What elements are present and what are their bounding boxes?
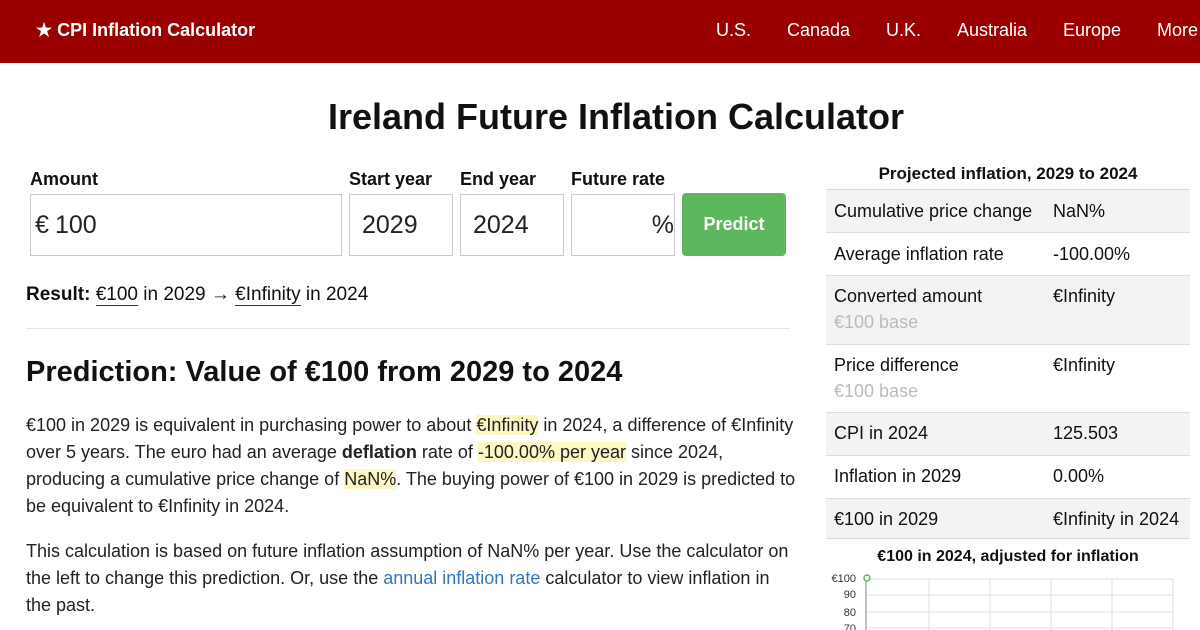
nav-link-europe[interactable]: Europe — [1063, 20, 1122, 40]
result-line: Result: €100 in 2029 → €Infinity in 2024 — [26, 284, 368, 306]
result-label: Result: — [26, 284, 91, 305]
nav-link-australia[interactable]: Australia — [957, 20, 1028, 40]
summary-row: Cumulative price change NaN% — [826, 189, 1190, 232]
summary-row-label: Cumulative price change — [834, 201, 1033, 221]
p1-bold-deflation: deflation — [341, 442, 417, 462]
amount-value: 100 — [55, 211, 97, 239]
nav-link-more[interactable]: More — [1157, 20, 1199, 40]
summary-row-sub: €100 base — [834, 381, 919, 401]
summary-row-value: €Infinity in 2024 — [1053, 509, 1180, 529]
summary-row-value: 125.503 — [1053, 423, 1119, 443]
p1-text-3: rate of — [416, 442, 478, 462]
amount-input[interactable]: € 100 — [30, 194, 342, 256]
p1-highlight-amount: €Infinity — [476, 415, 539, 435]
result-arrow: → — [210, 284, 230, 305]
summary-row-value: 0.00% — [1053, 466, 1105, 486]
nav-link-uk[interactable]: U.K. — [886, 20, 922, 40]
chart-y-tick-label: 70 — [844, 623, 856, 630]
result-from-amount: €100 — [95, 284, 138, 306]
summary-row: Average inflation rate -100.00% — [826, 232, 1190, 275]
inflation-chart: €100 90 80 70 — [832, 573, 1174, 630]
amount-label: Amount — [30, 169, 98, 189]
chart-y-tick-label: €100 — [832, 573, 856, 585]
nav-link-us[interactable]: U.S. — [716, 20, 752, 40]
summary-row-label: Average inflation rate — [834, 244, 1004, 264]
start-year-label: Start year — [349, 169, 433, 189]
p1-text-5: . The buying power of €100 in 2029 is pr… — [26, 469, 796, 516]
top-navbar: ★ CPI Inflation Calculator U.S. Canada U… — [0, 0, 1200, 63]
p1-text-1: €100 in 2029 is equivalent in purchasing… — [26, 415, 477, 435]
nav-link-canada[interactable]: Canada — [787, 20, 851, 40]
summary-row-label: €100 in 2029 — [834, 509, 939, 529]
p2-text-1: This calculation is based on future infl… — [26, 541, 789, 588]
summary-row: Price difference €100 base €Infinity — [826, 344, 1190, 412]
summary-row: CPI in 2024 125.503 — [826, 412, 1190, 455]
chart-title: €100 in 2024, adjusted for inflation — [877, 548, 1139, 565]
summary-row: Inflation in 2029 0.00% — [826, 455, 1190, 498]
chart-y-tick-label: 90 — [844, 589, 856, 601]
summary-row-value: €Infinity — [1053, 286, 1116, 306]
predict-button[interactable]: Predict — [682, 193, 786, 256]
assumption-paragraph: This calculation is based on future infl… — [26, 538, 796, 619]
page-title: Ireland Future Inflation Calculator — [327, 96, 905, 137]
site-brand-link[interactable]: ★ CPI Inflation Calculator — [36, 20, 256, 40]
start-year-value: 2029 — [362, 211, 418, 239]
end-year-value: 2024 — [473, 211, 529, 239]
p1-highlight-rate: -100.00% per year — [477, 442, 626, 462]
chart-data-point — [863, 574, 871, 582]
result-from-year: in 2029 — [143, 284, 206, 305]
summary-row-value: €Infinity — [1053, 355, 1116, 375]
summary-row: €100 in 2029 €Infinity in 2024 — [826, 498, 1190, 539]
p1-text-2: in 2024, a difference of €Infinity over … — [26, 415, 794, 462]
summary-row-label: Inflation in 2029 — [834, 466, 962, 486]
summary-row-label: CPI in 2024 — [834, 423, 929, 443]
summary-row-sub: €100 base — [834, 312, 919, 332]
summary-row: Converted amount €100 base €Infinity — [826, 275, 1190, 344]
result-to-year: in 2024 — [305, 284, 369, 305]
prediction-paragraph: €100 in 2029 is equivalent in purchasing… — [26, 412, 796, 520]
future-rate-label: Future rate — [571, 169, 666, 189]
divider — [26, 328, 790, 329]
chart-y-tick-label: 80 — [844, 607, 856, 619]
percent-symbol: % — [651, 211, 674, 239]
prediction-heading: Prediction: Value of €100 from 2029 to 2… — [26, 356, 623, 388]
summary-title: Projected inflation, 2029 to 2024 — [878, 164, 1138, 183]
p1-highlight-change: NaN% — [344, 469, 397, 489]
result-to-amount: €Infinity — [235, 284, 301, 306]
summary-row-label: Converted amount — [834, 286, 983, 306]
summary-row-value: -100.00% — [1053, 244, 1131, 264]
currency-symbol: € — [35, 211, 49, 239]
future-rate-input[interactable]: % — [571, 194, 675, 256]
end-year-input[interactable]: 2024 — [460, 194, 564, 256]
p2-text-2: calculator to view inflation in the past… — [26, 568, 770, 615]
end-year-label: End year — [460, 169, 537, 189]
summary-row-value: NaN% — [1053, 201, 1106, 221]
start-year-input[interactable]: 2029 — [349, 194, 453, 256]
annual-inflation-rate-link[interactable]: annual inflation rate — [383, 568, 541, 588]
summary-row-label: Price difference — [834, 355, 959, 375]
p1-text-4: since 2024, producing a cumulative price… — [26, 442, 724, 489]
